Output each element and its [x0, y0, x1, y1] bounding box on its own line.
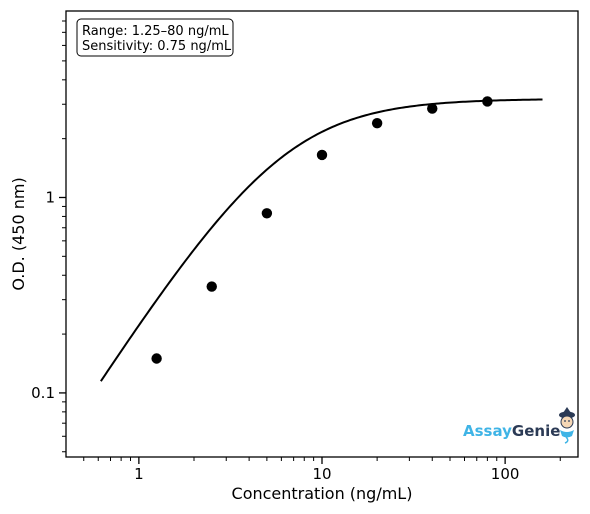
data-point [206, 281, 217, 292]
annotation-box: Range: 1.25–80 ng/mL Sensitivity: 0.75 n… [76, 18, 234, 57]
y-tick-label: 0.1 [31, 384, 55, 402]
x-tick-label: 100 [491, 465, 520, 483]
data-point [482, 96, 493, 107]
x-tick-label: 1 [134, 465, 144, 483]
data-point [151, 353, 162, 364]
fit-curve [100, 98, 543, 382]
data-point [427, 103, 438, 114]
logo-wordmark: AssayGenie [463, 422, 560, 440]
major-ticks: 1 10 100 0.1 1 [31, 188, 519, 483]
assay-genie-logo: AssayGenie [463, 407, 575, 444]
annotation-frame [76, 18, 234, 57]
plot-frame [65, 10, 579, 458]
data-point [316, 149, 328, 161]
data-point [371, 117, 383, 129]
logo-text-genie: Genie [512, 422, 560, 440]
data-points [151, 96, 493, 364]
y-tick-label: 1 [45, 188, 55, 206]
minor-ticks [62, 20, 561, 461]
genie-mascot-icon [559, 407, 575, 444]
annotation-sensitivity: Sensitivity: 0.75 ng/mL [82, 39, 232, 54]
annotation-range: Range: 1.25–80 ng/mL [82, 24, 229, 39]
x-tick-label: 10 [312, 465, 331, 483]
x-axis-title: Concentration (ng/mL) [232, 484, 413, 503]
data-point [261, 208, 273, 219]
logo-text-assay: Assay [463, 422, 512, 440]
y-axis-title: O.D. (450 nm) [9, 177, 28, 290]
